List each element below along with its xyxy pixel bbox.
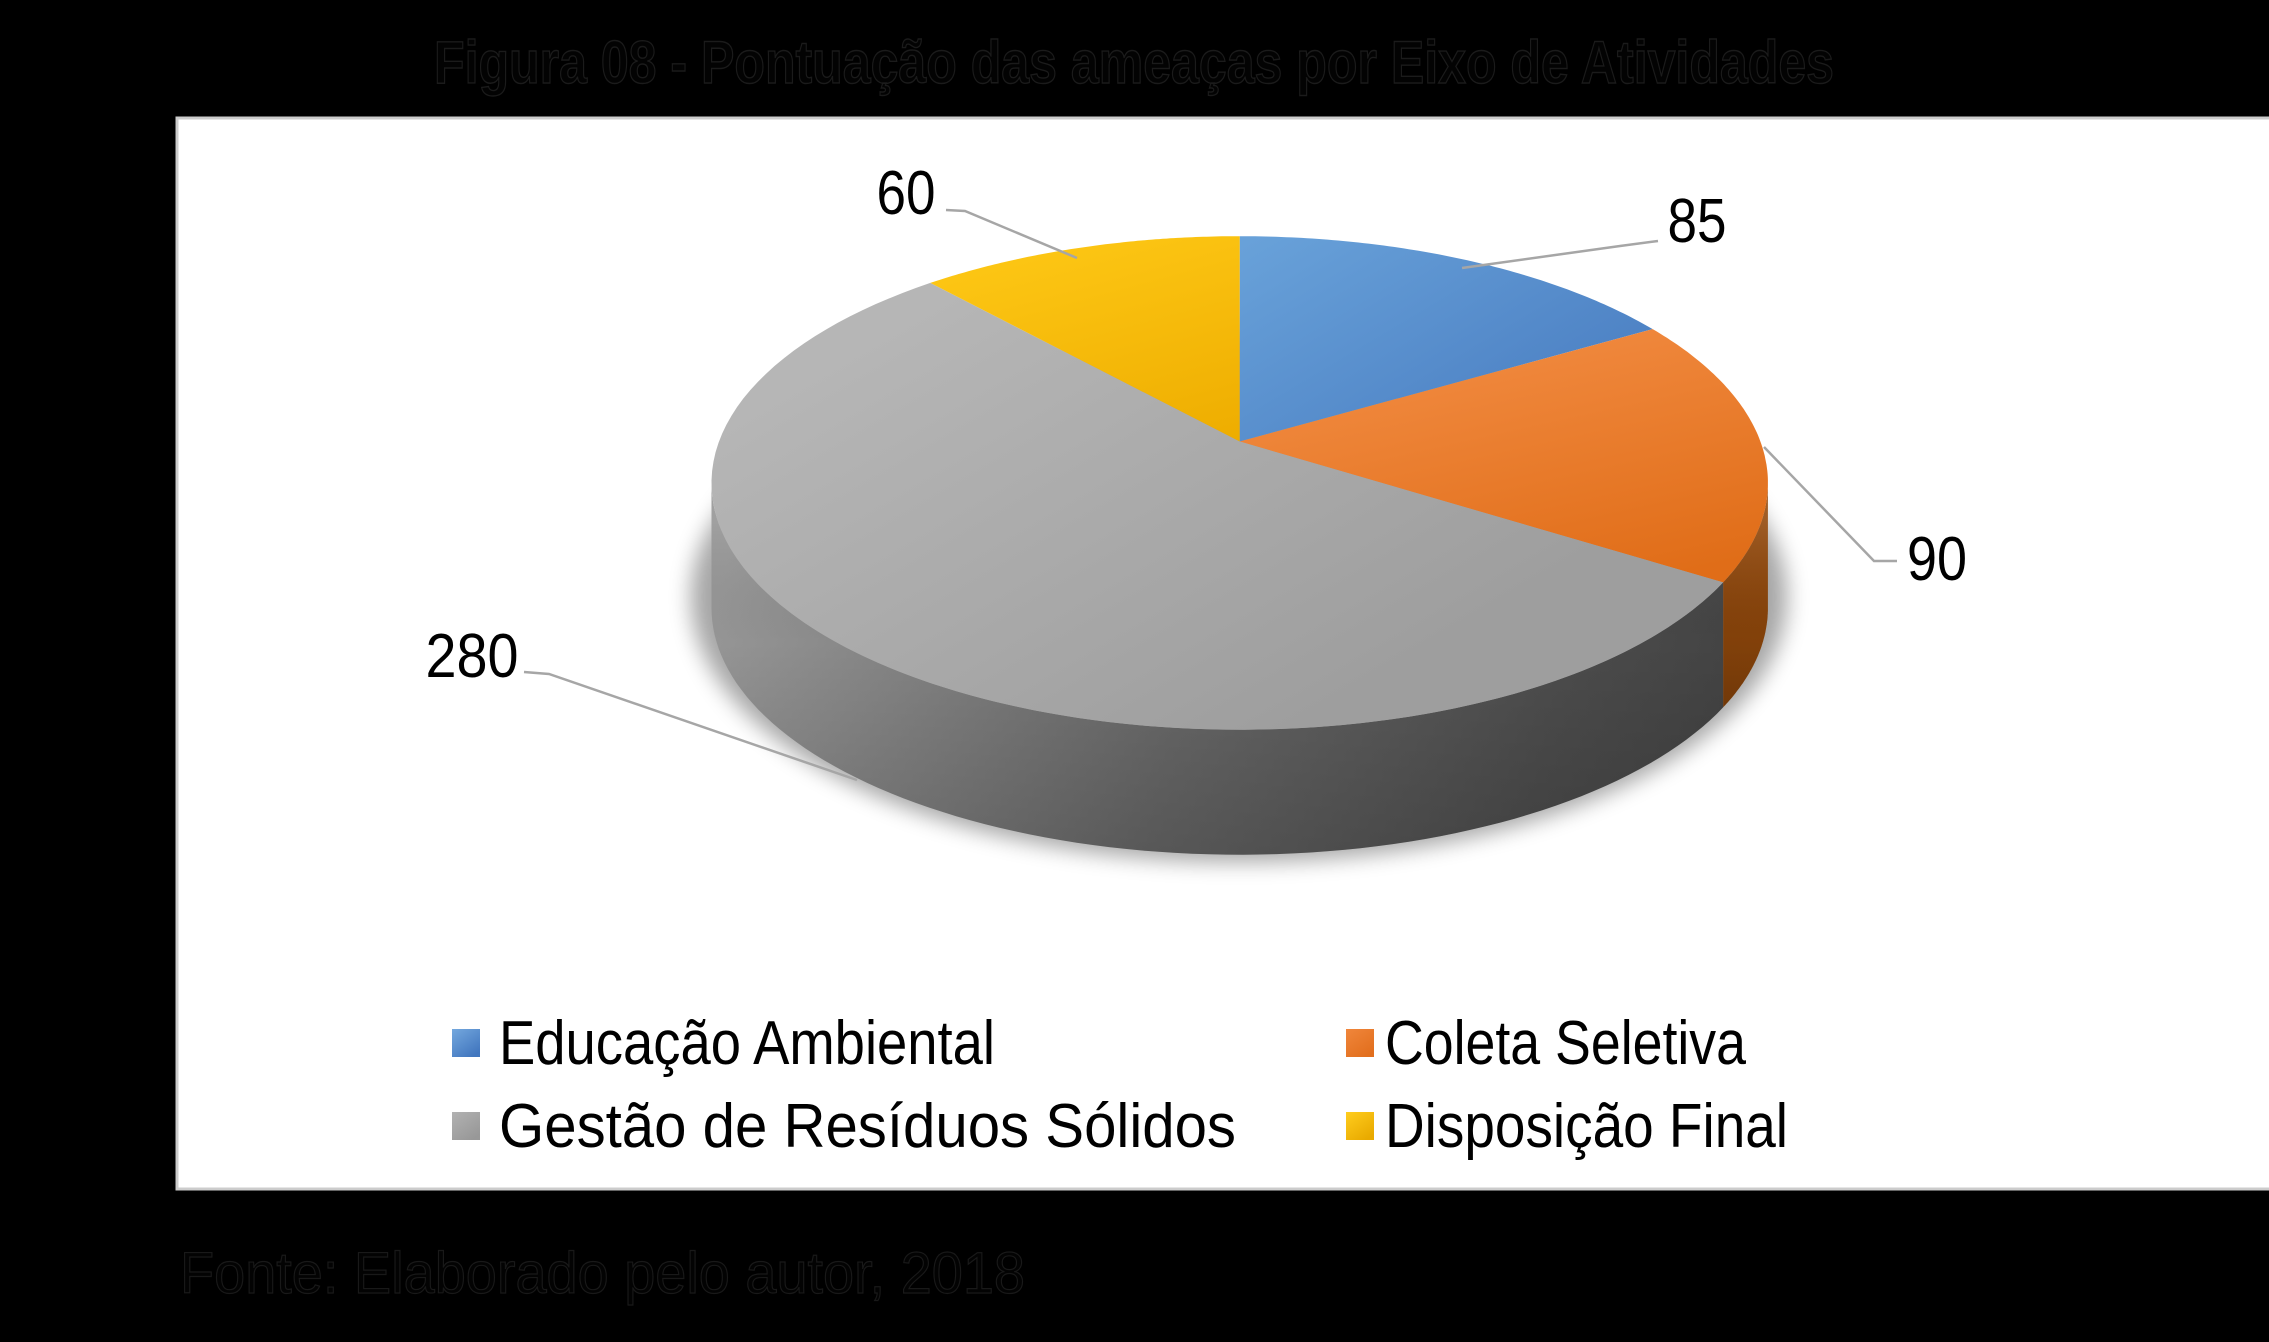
svg-text:Gestão de Resíduos Sólidos: Gestão de Resíduos Sólidos [499,1092,1236,1161]
svg-text:Coleta Seletiva: Coleta Seletiva [1385,1009,1746,1078]
svg-text:Figura 08 - Pontuação das amea: Figura 08 - Pontuação das ameaças por Ei… [434,29,1834,96]
svg-text:280: 280 [426,622,519,691]
svg-text:60: 60 [877,159,936,228]
svg-text:Disposição Final: Disposição Final [1385,1092,1788,1161]
svg-text:90: 90 [1907,525,1967,594]
svg-text:Fonte: Elaborado pelo autor, 2: Fonte: Elaborado pelo autor, 2018 [180,1241,1025,1306]
svg-text:Educação Ambiental: Educação Ambiental [499,1009,995,1078]
svg-text:85: 85 [1668,187,1727,256]
